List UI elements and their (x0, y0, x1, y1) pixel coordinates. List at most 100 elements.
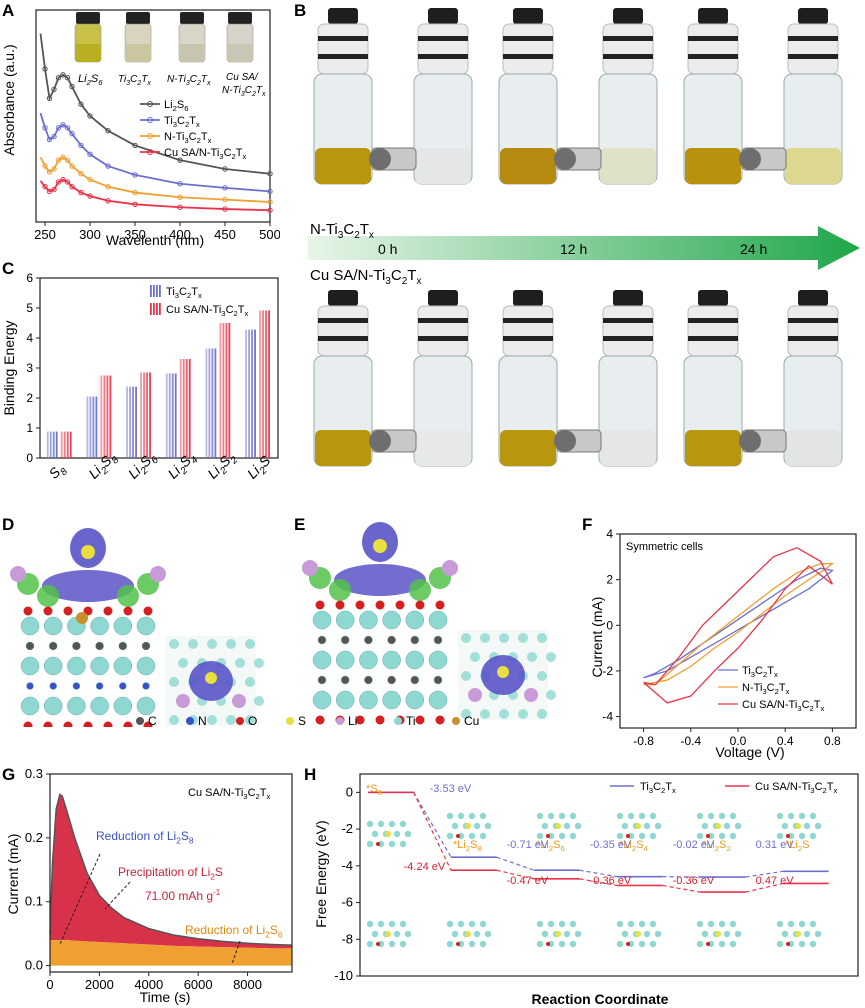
c-bar-stripe (214, 348, 217, 458)
thumb-atom (729, 920, 737, 928)
lattice-atom (48, 641, 58, 651)
thumb-atom (558, 940, 566, 948)
li-atom (442, 560, 458, 576)
c-bar-stripe (174, 373, 177, 458)
thumb-atom (563, 822, 571, 830)
g-area-precipitation (50, 794, 292, 949)
a-series-marker (177, 194, 183, 200)
cell-cap (687, 23, 739, 75)
panel-de-charge-density: D E C N O S Li Ti Cu (2, 515, 556, 727)
cell-cap-top (613, 8, 643, 24)
lattice-atom (382, 610, 401, 630)
cell-liquid (785, 430, 841, 466)
lattice-atom (90, 656, 109, 676)
inset-atom (188, 639, 198, 649)
thumb-atom (479, 920, 487, 928)
a-series-marker (60, 176, 66, 183)
thumb-atom (729, 812, 737, 820)
c-bar-stripe (225, 323, 228, 458)
lattice-atom (136, 616, 156, 636)
f-xtick-label: 0.8 (824, 734, 841, 748)
f-ytick-label: 0 (606, 618, 613, 632)
a-legend-marker (147, 117, 153, 123)
o-atom (103, 721, 113, 727)
vial-liquid (125, 44, 151, 62)
panel-e-label: E (294, 515, 305, 534)
a-series-marker (64, 157, 71, 163)
c-bar-stripe (208, 348, 211, 458)
h-xlabel: Reaction Coordinate (532, 991, 669, 1007)
structure-e (302, 522, 556, 725)
h-energy-connector (496, 856, 535, 871)
thumb-atom (809, 940, 817, 948)
thumb-atom (574, 930, 582, 938)
c-legend-swatch (159, 303, 161, 315)
a-series-marker (105, 198, 111, 204)
h-structure-thumb (446, 920, 492, 948)
cell-clamp (554, 430, 576, 452)
thumb-atom (446, 812, 454, 820)
h-energy-ti3c2tx: -3.53 eV (430, 783, 472, 795)
thumb-atom (723, 822, 731, 830)
lattice-atom (359, 690, 378, 710)
vial-label: Cu SA/ (226, 72, 259, 83)
a-legend-marker (147, 101, 153, 107)
thumb-atom (541, 822, 549, 830)
thumb-atom (366, 840, 374, 848)
thumb-s-atom (635, 823, 641, 829)
cell-cap (317, 23, 369, 75)
c-legend-swatch (156, 303, 158, 315)
o-atom (435, 600, 445, 610)
c-bar-stripe (49, 431, 52, 458)
lattice-atom (428, 690, 448, 710)
lattice-atom (387, 675, 396, 685)
thumb-atom (638, 812, 646, 820)
f-cv-loop (643, 567, 834, 679)
a-series-marker (55, 125, 62, 131)
lattice-atom (90, 696, 109, 716)
h-axes-frame (359, 773, 859, 977)
g-xtick-label: 2000 (85, 977, 114, 992)
thumb-atom (734, 930, 742, 938)
cell-band (418, 36, 468, 41)
c-ytick-label: 0 (26, 451, 33, 465)
cell-band (688, 336, 738, 341)
thumb-atom (776, 920, 784, 928)
legend-atom-dot (394, 717, 402, 725)
h-energy-connector (413, 792, 452, 871)
c-bar-stripe (168, 373, 171, 458)
inset-atom (226, 715, 236, 725)
a-series-marker (51, 86, 57, 93)
a-legend-entry: Cu SA/N-Ti3C2Tx (164, 147, 247, 161)
h-energy-ti3c2tx: -0.02 eV (673, 839, 715, 851)
o-atom (43, 606, 53, 616)
a-series-marker (42, 66, 48, 72)
thumb-atom (803, 930, 811, 938)
lattice-atom (359, 650, 378, 670)
h-ytick-label: -8 (341, 931, 353, 946)
f-ytick-label: 2 (606, 573, 613, 587)
thumb-atom (547, 812, 555, 820)
h-energy-ti3c2tx: -0.35 eV (590, 839, 632, 851)
c-ytick-label: 6 (26, 271, 33, 285)
cell-cap (602, 305, 654, 357)
cell-band (318, 336, 368, 341)
thumb-atom (366, 940, 374, 948)
a-series-marker (46, 95, 53, 102)
lattice-atom (141, 641, 151, 651)
c-ytick-label: 1 (26, 421, 33, 435)
h-energy-connector (745, 870, 784, 878)
c-bar-stripe (259, 310, 261, 458)
thumb-atom (809, 832, 817, 840)
thumb-atom (627, 920, 635, 928)
h-legend-entry: Ti3C2Tx (640, 781, 676, 795)
a-series-marker (87, 151, 93, 157)
thumb-atom (468, 832, 476, 840)
lattice-atom (428, 610, 448, 630)
thumb-atom (473, 930, 481, 938)
c-bar-stripe (262, 310, 264, 458)
thumb-s-atom (635, 931, 641, 937)
a-series-marker (51, 186, 57, 193)
c-ylabel: Binding Energy (1, 321, 17, 416)
thumb-atom (696, 832, 704, 840)
